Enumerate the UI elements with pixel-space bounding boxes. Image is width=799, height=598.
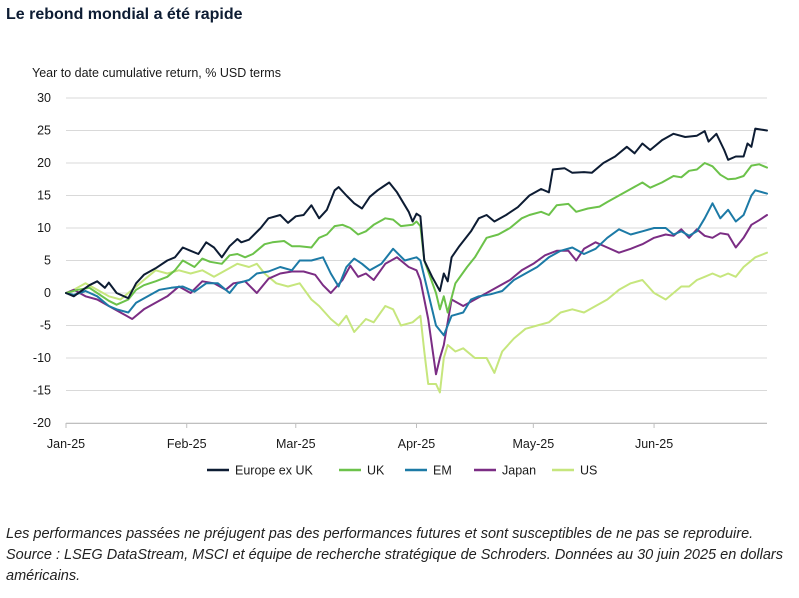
y-tick-label: 25 — [37, 124, 51, 138]
legend: Europe ex UK UK EM Japan US — [207, 464, 597, 478]
series-line-uk — [65, 162, 768, 314]
y-tick-label: -5 — [40, 319, 51, 333]
x-tick-label: Apr-25 — [398, 437, 436, 451]
y-tick-label: 30 — [37, 91, 51, 105]
x-tick-label: Mar-25 — [276, 437, 316, 451]
legend-label: EM — [433, 464, 452, 478]
legend-label: UK — [367, 464, 385, 478]
x-tick-label: May-25 — [512, 437, 554, 451]
series-line-us — [65, 251, 768, 394]
y-tick-label: 0 — [44, 286, 51, 300]
x-axis: Jan-25 Feb-25 Mar-25 Apr-25 May-25 Jun-25 — [47, 423, 767, 451]
y-tick-label: 15 — [37, 189, 51, 203]
legend-label: Japan — [502, 464, 536, 478]
y-tick-label: -10 — [33, 351, 51, 365]
line-chart: -20 -15 -10 -5 0 5 10 15 20 25 30 Jan-25 Feb-25 Mar-… — [33, 91, 768, 478]
y-axis-label: Year to date cumulative return, % USD te… — [32, 66, 281, 80]
y-axis-ticks: -20 -15 -10 -5 0 5 10 15 20 25 30 — [33, 91, 51, 430]
legend-label: US — [580, 464, 597, 478]
series-line-japan — [65, 214, 768, 376]
legend-label: Europe ex UK — [235, 464, 313, 478]
footnote: Les performances passées ne préjugent pa… — [6, 526, 784, 584]
x-tick-label: Jun-25 — [635, 437, 673, 451]
chart-title: Le rebond mondial a été rapide — [6, 6, 243, 23]
y-tick-label: 10 — [37, 221, 51, 235]
series-line-europe-ex-uk — [65, 127, 768, 300]
y-tick-label: 5 — [44, 254, 51, 268]
grid-lines — [66, 97, 767, 424]
y-tick-label: -15 — [33, 384, 51, 398]
y-tick-label: 20 — [37, 156, 51, 170]
x-tick-label: Jan-25 — [47, 437, 85, 451]
series-line-em — [65, 189, 768, 337]
series-lines — [65, 127, 768, 394]
y-tick-label: -20 — [33, 416, 51, 430]
x-tick-label: Feb-25 — [167, 437, 207, 451]
